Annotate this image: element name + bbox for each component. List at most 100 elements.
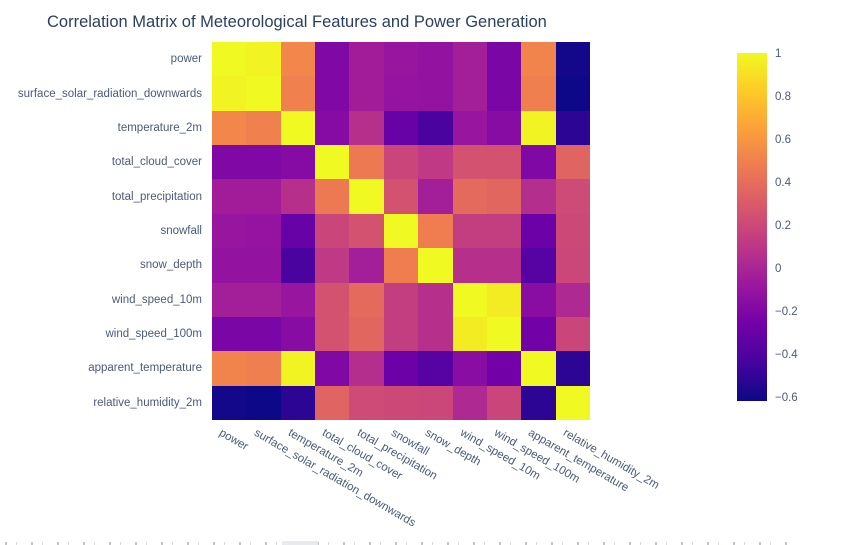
heatmap-cell[interactable] xyxy=(246,351,282,387)
heatmap-cell[interactable] xyxy=(521,42,557,77)
heatmap-cell[interactable] xyxy=(452,110,488,146)
heatmap-cell[interactable] xyxy=(521,385,557,421)
heatmap-cell[interactable] xyxy=(212,282,247,318)
heatmap-cell[interactable] xyxy=(521,76,557,112)
heatmap-cell[interactable] xyxy=(418,110,453,146)
heatmap-cell[interactable] xyxy=(315,316,350,352)
heatmap-cell[interactable] xyxy=(418,316,453,352)
heatmap-cell[interactable] xyxy=(452,385,488,421)
heatmap-cell[interactable] xyxy=(349,385,385,421)
heatmap-cell[interactable] xyxy=(418,145,453,180)
heatmap-cell[interactable] xyxy=(383,316,419,352)
heatmap-cell[interactable] xyxy=(349,282,385,318)
heatmap-cell[interactable] xyxy=(383,385,419,421)
heatmap-cell[interactable] xyxy=(280,76,316,112)
heatmap-cell[interactable] xyxy=(418,248,453,283)
heatmap-cell[interactable] xyxy=(555,351,591,387)
heatmap-cell[interactable] xyxy=(280,316,316,352)
heatmap-cell[interactable] xyxy=(315,351,350,387)
heatmap-cell[interactable] xyxy=(418,42,453,77)
heatmap-cell[interactable] xyxy=(280,248,316,283)
heatmap-cell[interactable] xyxy=(486,385,522,421)
heatmap-cell[interactable] xyxy=(486,282,522,318)
heatmap-cell[interactable] xyxy=(486,316,522,352)
heatmap-cell[interactable] xyxy=(486,110,522,146)
heatmap-cell[interactable] xyxy=(555,42,591,77)
heatmap-cell[interactable] xyxy=(452,282,488,318)
heatmap-cell[interactable] xyxy=(212,385,247,421)
heatmap-cell[interactable] xyxy=(383,282,419,318)
heatmap-cell[interactable] xyxy=(246,179,282,215)
heatmap-cell[interactable] xyxy=(212,316,247,352)
heatmap-cell[interactable] xyxy=(452,145,488,180)
heatmap-cell[interactable] xyxy=(452,351,488,387)
heatmap-cell[interactable] xyxy=(212,145,247,180)
heatmap-cell[interactable] xyxy=(383,248,419,283)
heatmap-cell[interactable] xyxy=(280,179,316,215)
heatmap-cell[interactable] xyxy=(246,282,282,318)
heatmap-cell[interactable] xyxy=(212,248,247,283)
heatmap-cell[interactable] xyxy=(349,179,385,215)
heatmap-cell[interactable] xyxy=(555,316,591,352)
heatmap-cell[interactable] xyxy=(555,385,591,421)
heatmap-cell[interactable] xyxy=(555,145,591,180)
heatmap-cell[interactable] xyxy=(418,282,453,318)
heatmap-cell[interactable] xyxy=(246,213,282,249)
heatmap-cell[interactable] xyxy=(315,282,350,318)
heatmap-cell[interactable] xyxy=(212,110,247,146)
heatmap-cell[interactable] xyxy=(212,351,247,387)
heatmap-cell[interactable] xyxy=(315,385,350,421)
heatmap-cell[interactable] xyxy=(349,213,385,249)
heatmap-cell[interactable] xyxy=(383,76,419,112)
heatmap-cell[interactable] xyxy=(246,110,282,146)
heatmap-cell[interactable] xyxy=(383,110,419,146)
heatmap-cell[interactable] xyxy=(486,351,522,387)
heatmap-cell[interactable] xyxy=(521,248,557,283)
heatmap-cell[interactable] xyxy=(486,76,522,112)
heatmap-cell[interactable] xyxy=(212,179,247,215)
heatmap-cell[interactable] xyxy=(452,179,488,215)
correlation-heatmap[interactable] xyxy=(212,42,591,421)
heatmap-cell[interactable] xyxy=(315,213,350,249)
heatmap-cell[interactable] xyxy=(383,42,419,77)
heatmap-cell[interactable] xyxy=(452,213,488,249)
heatmap-cell[interactable] xyxy=(521,316,557,352)
heatmap-cell[interactable] xyxy=(521,179,557,215)
heatmap-cell[interactable] xyxy=(280,110,316,146)
heatmap-cell[interactable] xyxy=(383,145,419,180)
heatmap-cell[interactable] xyxy=(349,110,385,146)
heatmap-cell[interactable] xyxy=(280,282,316,318)
heatmap-cell[interactable] xyxy=(418,179,453,215)
heatmap-cell[interactable] xyxy=(315,42,350,77)
heatmap-cell[interactable] xyxy=(418,385,453,421)
heatmap-cell[interactable] xyxy=(246,316,282,352)
heatmap-cell[interactable] xyxy=(521,351,557,387)
heatmap-cell[interactable] xyxy=(418,213,453,249)
heatmap-cell[interactable] xyxy=(246,42,282,77)
heatmap-cell[interactable] xyxy=(486,179,522,215)
heatmap-cell[interactable] xyxy=(349,316,385,352)
heatmap-cell[interactable] xyxy=(315,248,350,283)
heatmap-cell[interactable] xyxy=(555,76,591,112)
heatmap-cell[interactable] xyxy=(212,42,247,77)
heatmap-cell[interactable] xyxy=(521,110,557,146)
heatmap-cell[interactable] xyxy=(246,145,282,180)
heatmap-cell[interactable] xyxy=(452,316,488,352)
heatmap-cell[interactable] xyxy=(521,282,557,318)
heatmap-cell[interactable] xyxy=(280,213,316,249)
heatmap-cell[interactable] xyxy=(555,213,591,249)
heatmap-cell[interactable] xyxy=(486,213,522,249)
heatmap-cell[interactable] xyxy=(349,42,385,77)
heatmap-cell[interactable] xyxy=(383,351,419,387)
heatmap-cell[interactable] xyxy=(280,145,316,180)
heatmap-cell[interactable] xyxy=(521,145,557,180)
heatmap-cell[interactable] xyxy=(280,42,316,77)
heatmap-cell[interactable] xyxy=(212,76,247,112)
heatmap-cell[interactable] xyxy=(486,248,522,283)
heatmap-cell[interactable] xyxy=(486,145,522,180)
heatmap-cell[interactable] xyxy=(521,213,557,249)
heatmap-cell[interactable] xyxy=(315,145,350,180)
heatmap-cell[interactable] xyxy=(418,351,453,387)
heatmap-cell[interactable] xyxy=(452,248,488,283)
heatmap-cell[interactable] xyxy=(349,76,385,112)
